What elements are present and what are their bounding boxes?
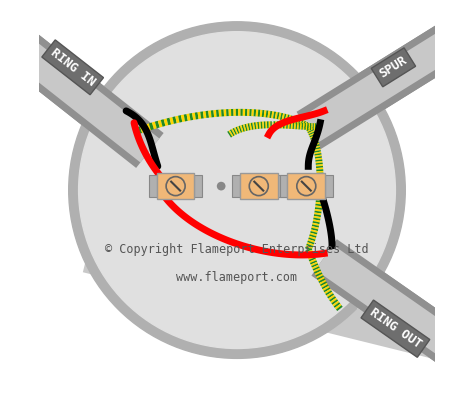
Bar: [278, 175, 285, 197]
Circle shape: [79, 32, 395, 348]
Bar: [280, 175, 288, 197]
Text: © Copyright Flameport Enterprises Ltd: © Copyright Flameport Enterprises Ltd: [105, 243, 369, 256]
Bar: [149, 175, 157, 197]
Circle shape: [297, 177, 316, 196]
Circle shape: [69, 22, 405, 358]
Bar: [325, 175, 333, 197]
Bar: [157, 173, 194, 199]
Text: www.flameport.com: www.flameport.com: [176, 271, 298, 284]
Text: RING OUT: RING OUT: [367, 306, 424, 351]
Circle shape: [166, 177, 185, 196]
Bar: [240, 173, 278, 199]
Text: RING IN: RING IN: [48, 46, 97, 89]
Circle shape: [249, 177, 268, 196]
Bar: [288, 173, 325, 199]
Circle shape: [217, 182, 226, 190]
Bar: [194, 175, 202, 197]
Text: SPUR: SPUR: [377, 54, 410, 81]
Bar: [232, 175, 240, 197]
